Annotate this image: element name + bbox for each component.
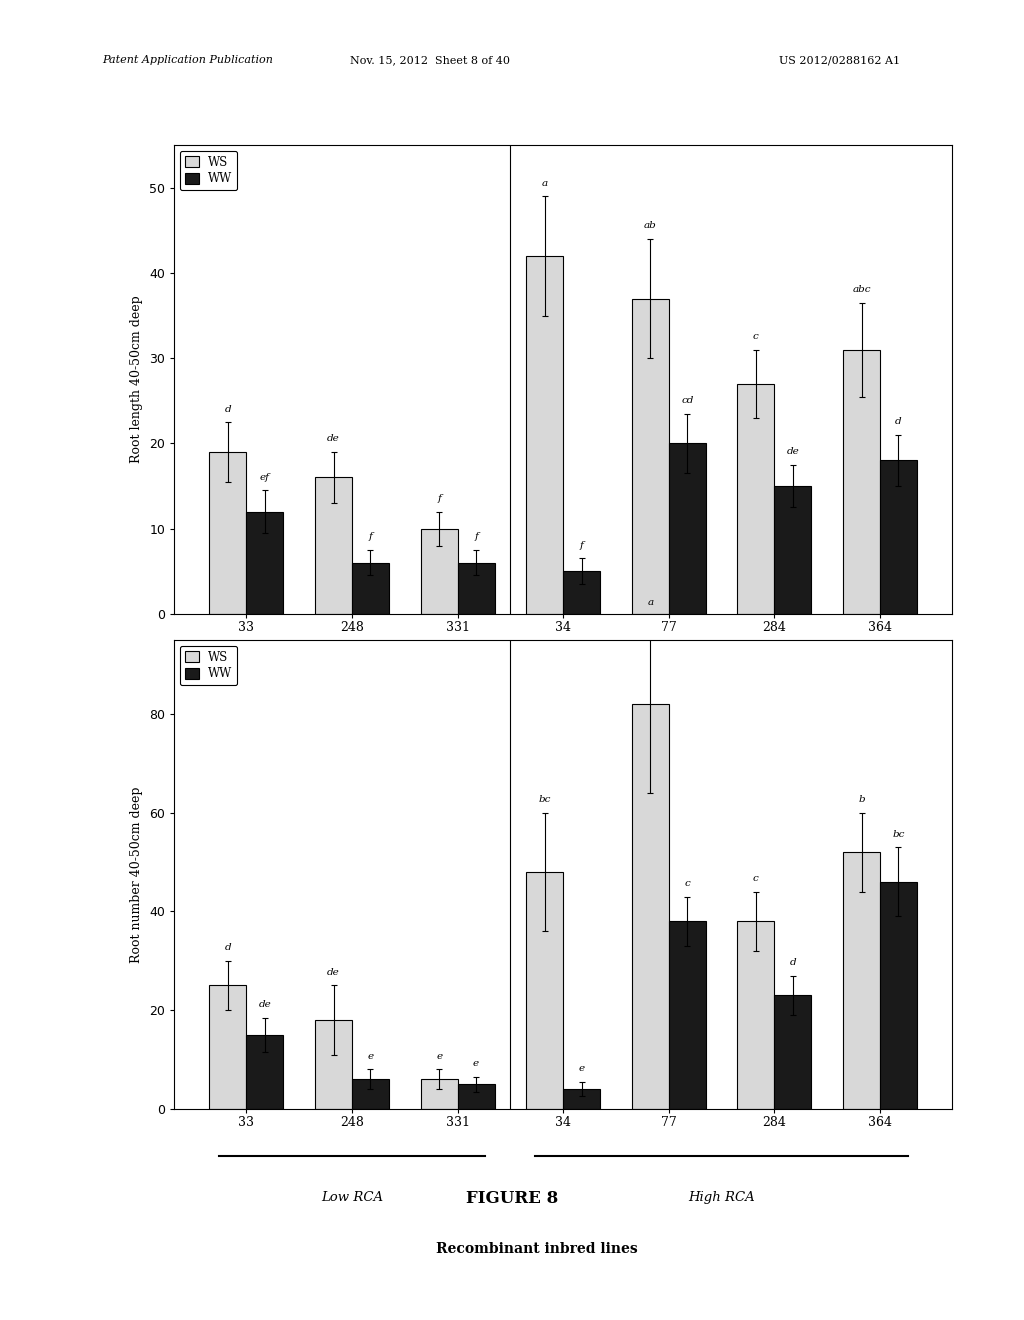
- Text: e: e: [436, 1052, 442, 1061]
- Text: Patent Application Publication: Patent Application Publication: [102, 55, 273, 66]
- Bar: [669, 444, 706, 614]
- Bar: [421, 1080, 458, 1109]
- Text: de: de: [327, 968, 340, 977]
- Text: c: c: [753, 333, 759, 342]
- Text: f: f: [437, 494, 441, 503]
- Bar: [843, 350, 880, 614]
- Text: Nov. 15, 2012  Sheet 8 of 40: Nov. 15, 2012 Sheet 8 of 40: [350, 55, 510, 66]
- Text: de: de: [786, 447, 800, 457]
- Text: d: d: [790, 958, 797, 968]
- Bar: [737, 384, 774, 614]
- Text: e: e: [368, 1052, 374, 1061]
- Text: e: e: [473, 1060, 479, 1068]
- Bar: [563, 572, 600, 614]
- Y-axis label: Root number 40-50cm deep: Root number 40-50cm deep: [130, 787, 143, 962]
- Text: Low RCA: Low RCA: [321, 1191, 383, 1204]
- Text: Recombinant inbred lines: Recombinant inbred lines: [436, 1242, 638, 1257]
- Text: c: c: [684, 879, 690, 888]
- Bar: [632, 298, 669, 614]
- Bar: [880, 461, 916, 614]
- Bar: [774, 995, 811, 1109]
- Bar: [315, 478, 352, 614]
- Text: US 2012/0288162 A1: US 2012/0288162 A1: [779, 55, 900, 66]
- Bar: [526, 873, 563, 1109]
- Bar: [843, 853, 880, 1109]
- Text: de: de: [327, 434, 340, 444]
- Bar: [632, 705, 669, 1109]
- Bar: [563, 1089, 600, 1109]
- Bar: [774, 486, 811, 614]
- Text: f: f: [474, 532, 478, 541]
- Text: High RCA: High RCA: [688, 1191, 755, 1204]
- Bar: [210, 451, 247, 614]
- Text: b: b: [858, 796, 865, 804]
- Text: bc: bc: [539, 796, 551, 804]
- Text: FIGURE 8: FIGURE 8: [466, 1191, 558, 1206]
- Bar: [247, 1035, 284, 1109]
- Text: d: d: [224, 405, 231, 413]
- Bar: [210, 986, 247, 1109]
- Bar: [247, 512, 284, 614]
- Bar: [880, 882, 916, 1109]
- Legend: WS, WW: WS, WW: [180, 150, 238, 190]
- Text: de: de: [258, 1001, 271, 1008]
- Text: ef: ef: [260, 473, 270, 482]
- Text: abc: abc: [852, 285, 870, 294]
- Text: f: f: [369, 532, 373, 541]
- Bar: [352, 562, 389, 614]
- Text: f: f: [580, 541, 584, 550]
- Text: c: c: [753, 874, 759, 883]
- Text: d: d: [224, 944, 231, 953]
- Bar: [737, 921, 774, 1109]
- Text: e: e: [579, 1064, 585, 1073]
- Legend: WS, WW: WS, WW: [180, 645, 238, 685]
- Bar: [458, 562, 495, 614]
- Y-axis label: Root length 40-50cm deep: Root length 40-50cm deep: [130, 296, 143, 463]
- Text: ab: ab: [644, 222, 656, 231]
- Text: d: d: [895, 417, 902, 426]
- Text: cd: cd: [681, 396, 693, 405]
- Bar: [458, 1084, 495, 1109]
- Bar: [421, 528, 458, 614]
- Bar: [352, 1080, 389, 1109]
- Text: a: a: [647, 598, 653, 607]
- Text: bc: bc: [892, 830, 904, 840]
- Text: a: a: [542, 180, 548, 187]
- Bar: [669, 921, 706, 1109]
- Bar: [315, 1020, 352, 1109]
- Bar: [526, 256, 563, 614]
